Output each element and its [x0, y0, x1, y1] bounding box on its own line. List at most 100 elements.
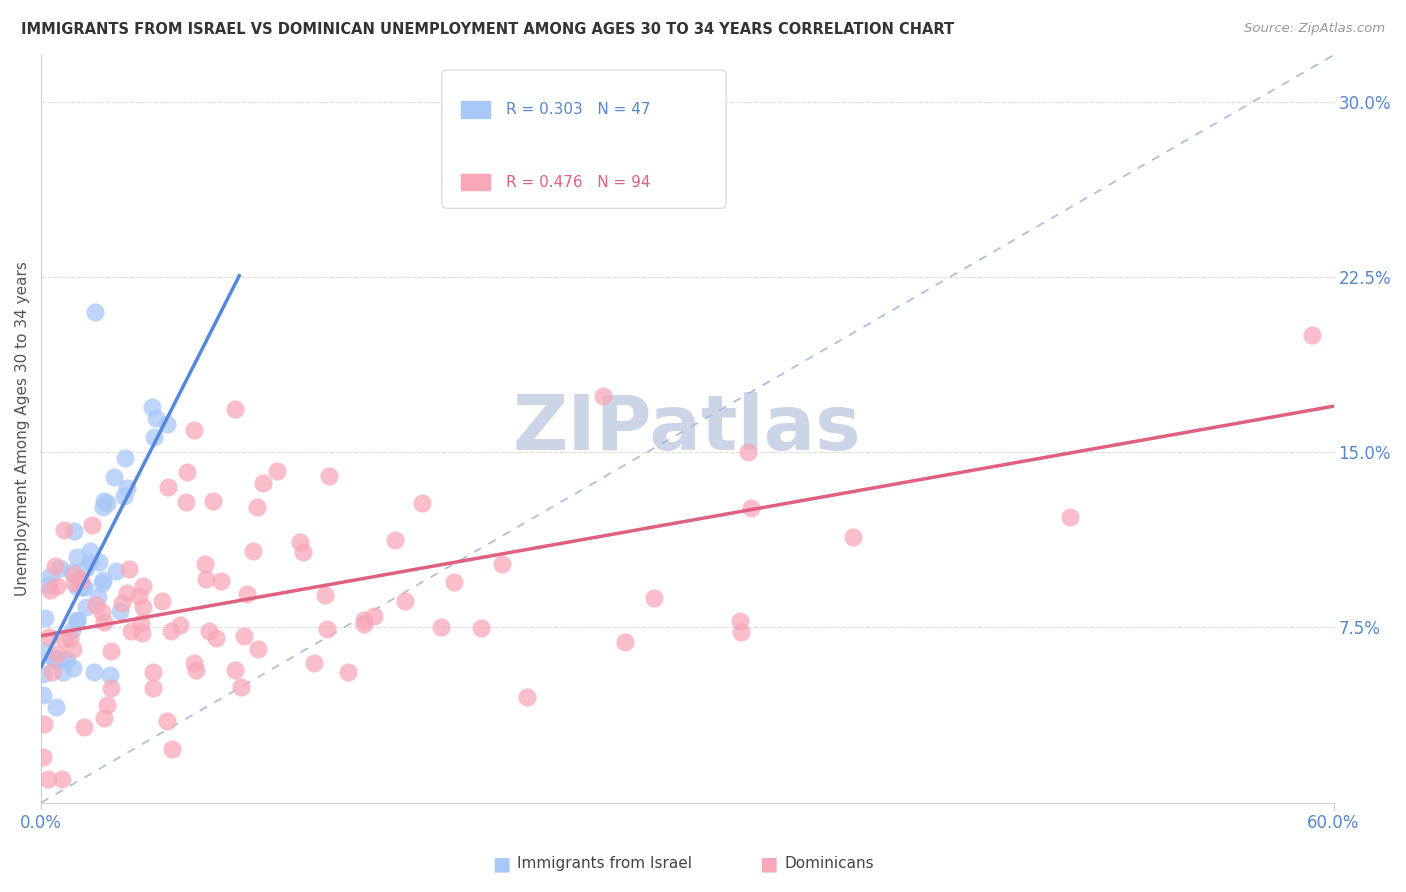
Point — [38, 583, 60, 598]
Point — [246, 500, 269, 514]
Point — [315, 622, 337, 636]
Point — [45, 647, 67, 661]
Point — [96, 496, 118, 510]
Point — [229, 680, 252, 694]
Point — [52, 665, 75, 680]
Point — [51, 652, 73, 666]
Y-axis label: Unemployment Among Ages 30 to 34 years: Unemployment Among Ages 30 to 34 years — [15, 261, 30, 597]
Point — [73, 720, 96, 734]
Point — [32, 666, 55, 681]
Point — [516, 690, 538, 705]
Point — [142, 681, 165, 695]
Point — [52, 632, 75, 646]
Point — [142, 665, 165, 679]
Point — [62, 642, 84, 657]
Point — [314, 588, 336, 602]
Point — [288, 535, 311, 549]
Point — [62, 575, 84, 590]
Point — [363, 608, 385, 623]
Point — [156, 714, 179, 728]
Point — [183, 656, 205, 670]
Point — [105, 564, 128, 578]
Point — [91, 605, 114, 619]
Point — [108, 604, 131, 618]
Point — [103, 470, 125, 484]
Point — [336, 665, 359, 680]
Point — [66, 613, 89, 627]
Point — [384, 533, 406, 548]
Point — [115, 482, 138, 496]
Point — [111, 596, 134, 610]
Point — [62, 661, 84, 675]
Point — [114, 450, 136, 465]
Point — [56, 652, 79, 666]
Point — [150, 594, 173, 608]
Point — [143, 430, 166, 444]
Point — [41, 665, 63, 679]
Point — [160, 742, 183, 756]
Point — [115, 586, 138, 600]
Point — [1059, 509, 1081, 524]
Point — [32, 644, 55, 658]
Point — [66, 614, 89, 628]
Point — [49, 561, 72, 575]
Point — [128, 589, 150, 603]
Point — [145, 411, 167, 425]
Point — [86, 590, 108, 604]
Point — [842, 530, 865, 544]
Point — [37, 772, 59, 787]
Point — [205, 631, 228, 645]
Point — [66, 549, 89, 564]
Point — [100, 681, 122, 695]
Text: Source: ZipAtlas.com: Source: ZipAtlas.com — [1244, 22, 1385, 36]
Point — [252, 475, 274, 490]
Point — [60, 566, 83, 580]
Point — [443, 575, 465, 590]
Point — [266, 464, 288, 478]
Bar — [461, 102, 489, 118]
Point — [34, 716, 56, 731]
Point — [89, 556, 111, 570]
Point — [75, 599, 97, 614]
Point — [120, 624, 142, 639]
Text: R = 0.476   N = 94: R = 0.476 N = 94 — [506, 175, 651, 190]
Point — [32, 750, 55, 764]
Point — [96, 698, 118, 712]
Point — [728, 615, 751, 629]
Text: Immigrants from Israel: Immigrants from Israel — [517, 856, 692, 871]
Point — [156, 417, 179, 431]
Point — [202, 494, 225, 508]
Point — [592, 389, 614, 403]
Point — [66, 580, 89, 594]
Point — [79, 544, 101, 558]
Point — [195, 572, 218, 586]
Point — [318, 469, 340, 483]
Point — [132, 579, 155, 593]
Point — [72, 580, 94, 594]
Point — [44, 558, 66, 573]
Point — [79, 555, 101, 569]
Point — [353, 617, 375, 632]
Point — [93, 615, 115, 629]
Text: R = 0.303   N = 47: R = 0.303 N = 47 — [506, 103, 651, 117]
Point — [32, 689, 55, 703]
Point — [67, 574, 90, 588]
Point — [292, 545, 315, 559]
Point — [91, 500, 114, 514]
Point — [91, 573, 114, 587]
Point — [63, 566, 86, 581]
Point — [491, 557, 513, 571]
Point — [411, 496, 433, 510]
Point — [194, 557, 217, 571]
Bar — [461, 174, 489, 190]
Point — [45, 700, 67, 714]
Point — [186, 663, 208, 677]
Point — [233, 629, 256, 643]
Point — [90, 576, 112, 591]
Point — [1301, 328, 1323, 343]
Point — [470, 621, 492, 635]
Point — [70, 573, 93, 587]
Point — [129, 616, 152, 631]
Point — [112, 489, 135, 503]
Point — [183, 423, 205, 437]
